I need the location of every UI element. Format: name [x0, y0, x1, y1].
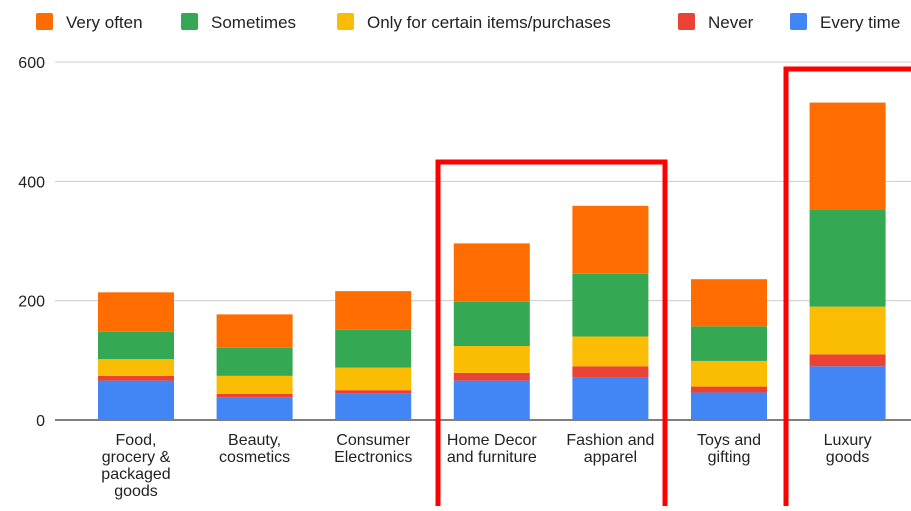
legend-item-sometimes: Sometimes [181, 13, 296, 32]
x-tick-label: Beauty, cosmetics [219, 432, 290, 466]
bar-segment-only-for-certain-items-purchases [572, 336, 649, 367]
bar-segment-never [809, 354, 886, 367]
bar-segment-only-for-certain-items-purchases [809, 306, 886, 355]
bar-segment-never [98, 375, 174, 381]
legend-item-only-for-certain-items-purchases: Only for certain items/purchases [337, 13, 611, 32]
y-tick-label: 400 [18, 174, 45, 191]
bar-segment-never [216, 393, 293, 398]
bar-segment-every-time [572, 377, 649, 420]
highlight-box [783, 66, 911, 506]
x-tick-label: Fashion and apparel [566, 432, 654, 466]
x-tick-label: Food, grocery & packaged goods [101, 432, 170, 500]
bar-segment-very-often [335, 291, 412, 330]
y-tick-label: 0 [36, 413, 45, 430]
bar-segment-sometimes [809, 209, 886, 307]
bar-segment-sometimes [216, 347, 293, 376]
legend-item-every-time: Every time [790, 13, 900, 32]
bar-segment-every-time [98, 380, 174, 420]
bar-segment-sometimes [572, 273, 649, 337]
bar-segment-only-for-certain-items-purchases [453, 346, 530, 373]
x-tick-label: Consumer Electronics [334, 432, 412, 466]
legend-swatch [790, 13, 807, 30]
bar-segment-very-often [691, 279, 767, 327]
bar-segment-very-often [98, 292, 174, 332]
bar-segment-only-for-certain-items-purchases [691, 360, 767, 387]
x-tick-label: Home Decor and furniture [447, 432, 537, 466]
x-axis-labels: Food, grocery & packaged goods Beauty, cosmet… [101, 432, 871, 500]
legend-label: Never [708, 13, 754, 32]
legend-swatch [36, 13, 53, 30]
bar-segment-never [335, 390, 412, 394]
legend-label: Every time [820, 13, 900, 32]
bar-segment-sometimes [335, 329, 412, 368]
bar-segment-every-time [335, 393, 412, 420]
bar-segment-very-often [453, 243, 530, 302]
legend-label: Very often [66, 13, 143, 32]
legend-item-never: Never [678, 13, 754, 32]
bar-segment-sometimes [453, 301, 530, 347]
y-tick-label: 200 [18, 294, 45, 311]
legend: Very often Sometimes Only for certain item… [36, 13, 900, 32]
bar-segment-every-time [809, 366, 886, 420]
y-axis-ticks: 0 200 400 600 [18, 55, 45, 430]
bar-segment-every-time [691, 392, 767, 420]
y-tick-label: 600 [18, 55, 45, 72]
bar-segment-never [572, 366, 649, 378]
legend-label: Sometimes [211, 13, 296, 32]
bar-segment-sometimes [691, 326, 767, 361]
highlight-box [435, 159, 668, 506]
legend-swatch [337, 13, 354, 30]
x-tick-label: Toys and gifting [697, 432, 761, 466]
bar-segment-never [453, 372, 530, 381]
legend-swatch [678, 13, 695, 30]
bars [98, 102, 886, 420]
bar-segment-very-often [216, 314, 293, 348]
bar-segment-every-time [216, 397, 293, 420]
bar-segment-sometimes [98, 331, 174, 360]
legend-label: Only for certain items/purchases [367, 13, 611, 32]
highlight-boxes [435, 66, 911, 506]
bar-segment-only-for-certain-items-purchases [98, 359, 174, 376]
x-tick-label: Luxury goods [824, 432, 872, 466]
bar-segment-very-often [809, 102, 886, 210]
bar-segment-only-for-certain-items-purchases [335, 367, 412, 391]
bar-segment-never [691, 386, 767, 393]
bar-segment-only-for-certain-items-purchases [216, 375, 293, 394]
bar-segment-very-often [572, 205, 649, 274]
bar-segment-every-time [453, 380, 530, 420]
legend-item-very-often: Very often [36, 13, 143, 32]
legend-swatch [181, 13, 198, 30]
